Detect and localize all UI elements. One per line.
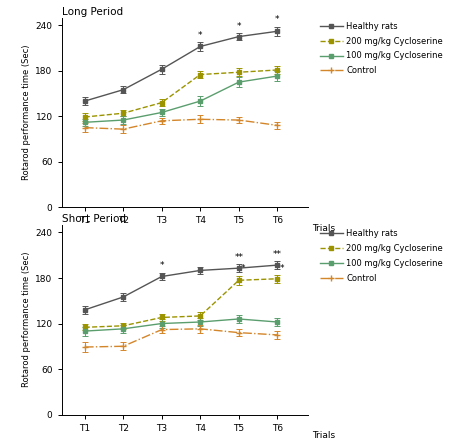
Text: *: * bbox=[241, 265, 246, 273]
Text: Long Period: Long Period bbox=[62, 7, 123, 17]
Y-axis label: Rotarod performance time (Sec): Rotarod performance time (Sec) bbox=[22, 45, 31, 180]
Text: Trials: Trials bbox=[312, 431, 336, 440]
Text: Short Period: Short Period bbox=[62, 214, 126, 224]
Text: **: ** bbox=[273, 250, 282, 259]
Text: *: * bbox=[237, 22, 241, 30]
Text: *: * bbox=[198, 30, 202, 40]
Text: Trials: Trials bbox=[312, 224, 336, 233]
Text: **: ** bbox=[234, 253, 243, 262]
Text: *: * bbox=[160, 262, 164, 270]
Text: *: * bbox=[275, 15, 280, 24]
Legend: Healthy rats, 200 mg/kg Cycloserine, 100 mg/kg Cycloserine, Control: Healthy rats, 200 mg/kg Cycloserine, 100… bbox=[319, 229, 443, 283]
Legend: Healthy rats, 200 mg/kg Cycloserine, 100 mg/kg Cycloserine, Control: Healthy rats, 200 mg/kg Cycloserine, 100… bbox=[319, 22, 443, 75]
Text: *: * bbox=[280, 264, 284, 273]
Y-axis label: Rotarod performance time (Sec): Rotarod performance time (Sec) bbox=[22, 252, 31, 388]
